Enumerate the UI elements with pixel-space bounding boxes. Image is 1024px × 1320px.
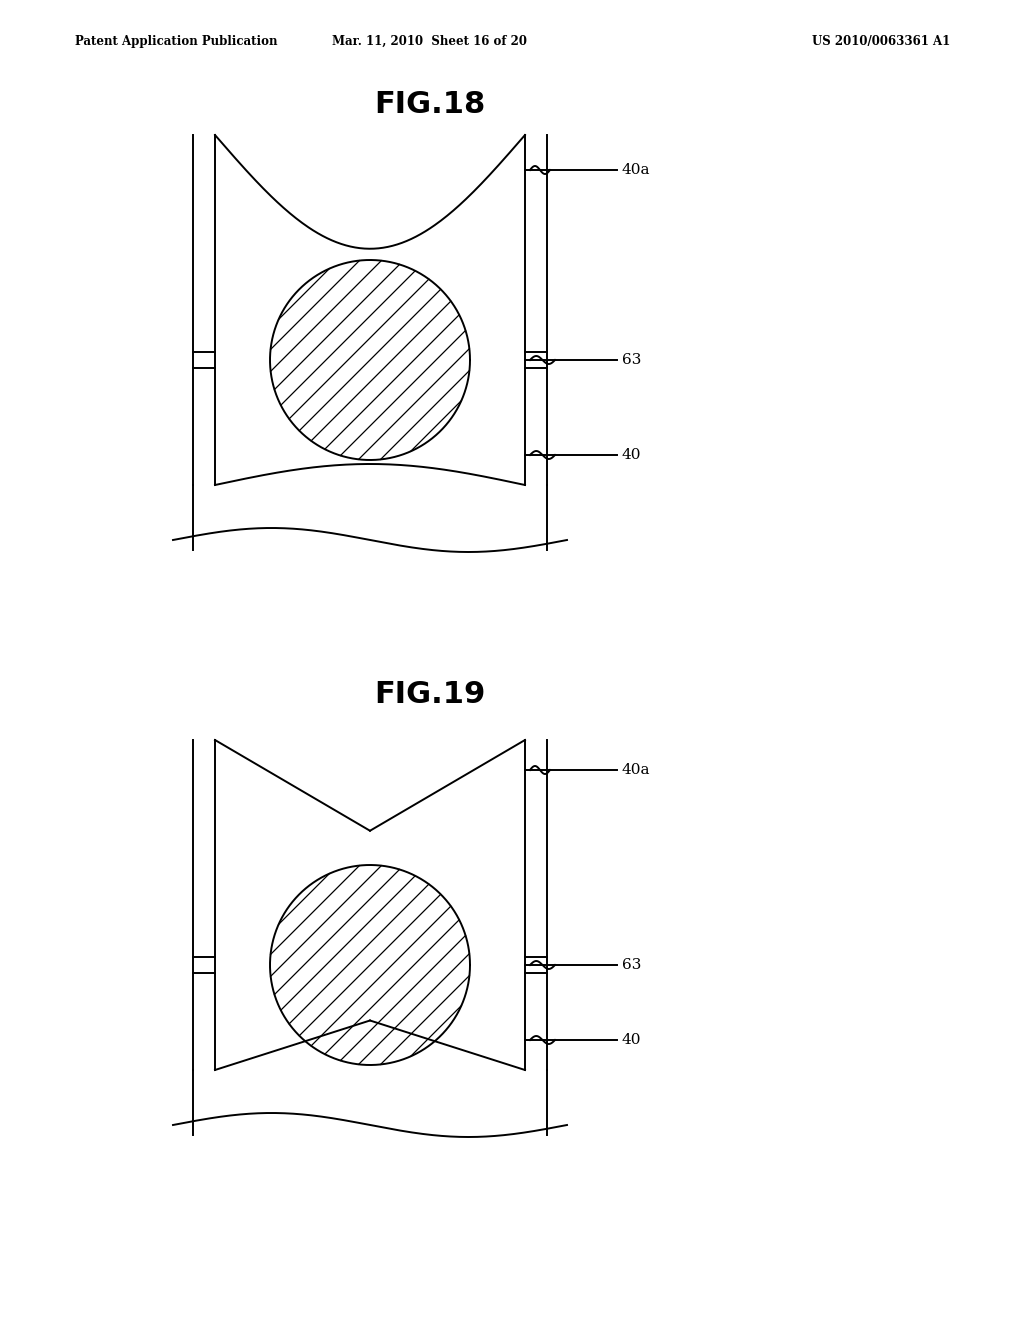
Text: 63: 63: [622, 958, 641, 972]
Text: 63: 63: [622, 352, 641, 367]
Text: FIG.19: FIG.19: [375, 680, 485, 709]
Text: US 2010/0063361 A1: US 2010/0063361 A1: [812, 36, 950, 48]
Text: 40: 40: [622, 447, 641, 462]
Text: Mar. 11, 2010  Sheet 16 of 20: Mar. 11, 2010 Sheet 16 of 20: [333, 36, 527, 48]
Text: FIG.18: FIG.18: [375, 90, 485, 119]
Text: Patent Application Publication: Patent Application Publication: [75, 36, 278, 48]
Text: 40a: 40a: [622, 162, 650, 177]
Text: 40a: 40a: [622, 763, 650, 777]
Text: 40: 40: [622, 1034, 641, 1047]
